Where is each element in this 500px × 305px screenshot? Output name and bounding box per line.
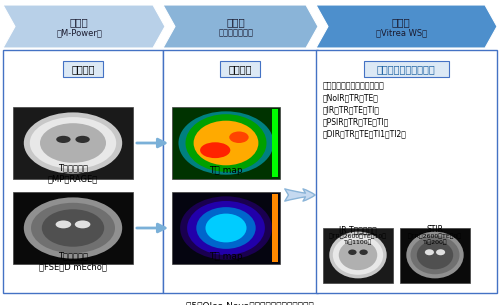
- Text: 収集画像: 収集画像: [72, 64, 95, 74]
- Polygon shape: [316, 5, 497, 48]
- Bar: [272, 109, 278, 177]
- Ellipse shape: [330, 231, 386, 278]
- Ellipse shape: [178, 111, 274, 175]
- Text: T１ map: T１ map: [209, 166, 243, 175]
- Bar: [13, 107, 133, 179]
- Text: 噶5　Olea Nova＋を用いた計算画像の作成: 噶5 Olea Nova＋を用いた計算画像の作成: [186, 301, 314, 305]
- Ellipse shape: [42, 209, 104, 247]
- Ellipse shape: [436, 249, 445, 255]
- Text: ・NoIR（TR，TE）: ・NoIR（TR，TE）: [323, 93, 379, 102]
- Bar: [13, 192, 133, 264]
- Bar: [323, 228, 393, 282]
- Text: ・PSIR（TR，TE，TI）: ・PSIR（TR，TE，TI）: [323, 117, 390, 126]
- Text: T２強調画像
（FSE２D mEcho）: T２強調画像 （FSE２D mEcho）: [39, 251, 107, 271]
- FancyBboxPatch shape: [63, 61, 103, 77]
- Ellipse shape: [229, 131, 248, 143]
- Ellipse shape: [24, 197, 122, 259]
- Bar: [172, 107, 280, 179]
- Text: 生　成: 生 成: [392, 17, 410, 27]
- Ellipse shape: [206, 214, 246, 242]
- Ellipse shape: [30, 117, 116, 169]
- Text: コントラスト合成画像: コントラスト合成画像: [376, 64, 436, 74]
- Text: T１強調画像
（MP２RAGE）: T１強調画像 （MP２RAGE）: [48, 163, 98, 183]
- Ellipse shape: [31, 203, 115, 253]
- Bar: [172, 192, 280, 264]
- Text: 解析画像: 解析画像: [228, 64, 252, 74]
- FancyBboxPatch shape: [3, 50, 163, 293]
- Bar: [272, 194, 278, 262]
- Text: IR T１強調画像: IR T１強調画像: [339, 225, 377, 234]
- Ellipse shape: [348, 249, 356, 255]
- Ellipse shape: [187, 201, 265, 255]
- FancyBboxPatch shape: [220, 61, 260, 77]
- Ellipse shape: [186, 114, 266, 172]
- Bar: [400, 228, 470, 282]
- Polygon shape: [163, 5, 318, 48]
- Ellipse shape: [194, 121, 258, 165]
- Text: T２ map: T２ map: [209, 252, 243, 261]
- Ellipse shape: [406, 231, 464, 278]
- Text: （Vitrea WS）: （Vitrea WS）: [376, 28, 426, 37]
- Text: 解　析: 解 析: [226, 17, 245, 27]
- Text: （TR：2600，TE：10，
Ti：1100）: （TR：2600，TE：10， Ti：1100）: [329, 233, 387, 245]
- Text: （TR：2600，TE：0，
Ti：200）: （TR：2600，TE：0， Ti：200）: [408, 233, 462, 245]
- Ellipse shape: [339, 240, 378, 270]
- FancyBboxPatch shape: [316, 50, 497, 293]
- Polygon shape: [3, 5, 165, 48]
- Ellipse shape: [410, 236, 460, 274]
- FancyBboxPatch shape: [163, 50, 318, 293]
- Ellipse shape: [333, 235, 383, 275]
- Text: ・DIR（TR，TE，TI1，TI2）: ・DIR（TR，TE，TI1，TI2）: [323, 129, 407, 138]
- Text: ・IR（TR，TE，TI）: ・IR（TR，TE，TI）: [323, 105, 380, 114]
- Ellipse shape: [24, 113, 122, 174]
- Ellipse shape: [200, 142, 230, 158]
- Text: （M-Power）: （M-Power）: [56, 28, 102, 37]
- Ellipse shape: [425, 249, 434, 255]
- Text: STIR: STIR: [426, 225, 444, 234]
- Text: （どちらでも）: （どちらでも）: [218, 28, 254, 37]
- Ellipse shape: [76, 136, 90, 143]
- Text: パラメータを任意に設定可能: パラメータを任意に設定可能: [323, 81, 385, 90]
- Ellipse shape: [75, 221, 90, 228]
- Ellipse shape: [40, 123, 106, 163]
- Ellipse shape: [56, 221, 71, 228]
- FancyBboxPatch shape: [364, 61, 448, 77]
- Ellipse shape: [196, 207, 256, 249]
- Text: 収　集: 収 集: [70, 17, 88, 27]
- Ellipse shape: [180, 196, 272, 260]
- Ellipse shape: [56, 136, 70, 143]
- Ellipse shape: [417, 241, 453, 269]
- Ellipse shape: [360, 249, 368, 255]
